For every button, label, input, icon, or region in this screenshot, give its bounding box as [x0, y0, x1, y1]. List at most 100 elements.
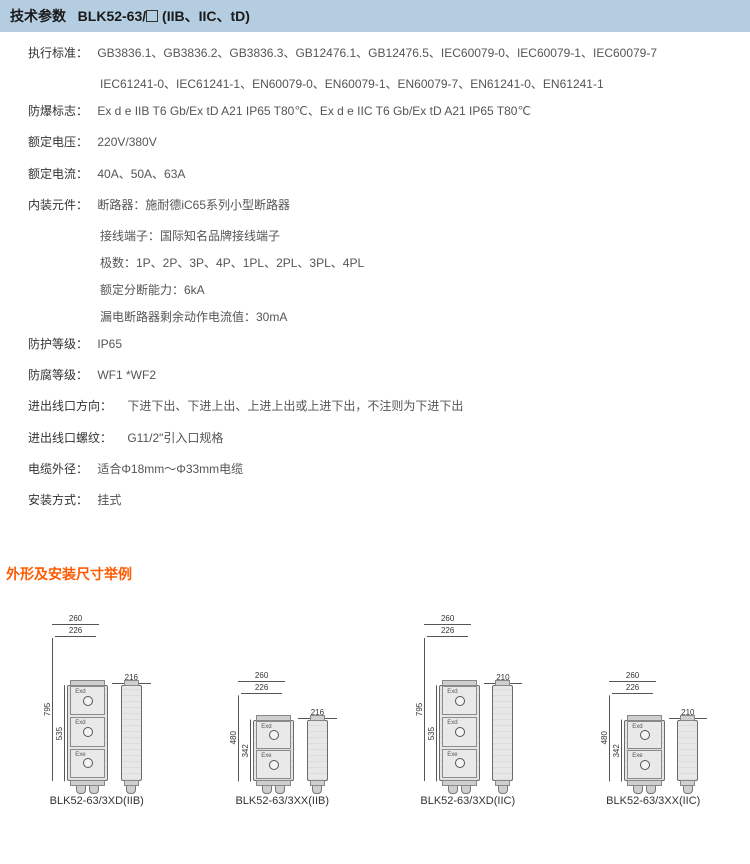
row-rated-voltage: 额定电压： 220V/380V: [28, 133, 750, 152]
cable-gland: [448, 782, 458, 794]
label-mounting: 安装方式：: [28, 491, 90, 510]
row-internal: 内装元件： 断路器：施耐德iC65系列小型断路器: [28, 196, 750, 215]
header-bar: 技术参数 BLK52-63/ (IIB、IIC、tD): [0, 0, 750, 32]
diagram-side: 216: [112, 673, 151, 781]
cable-gland: [312, 782, 322, 794]
enclosure-compartment: Exe: [627, 750, 662, 779]
row-io-thread: 进出线口螺纹： G11/2"引入口规格: [28, 429, 750, 448]
knob-icon: [269, 760, 279, 770]
enclosure-compartment: Exe: [442, 749, 477, 779]
compartment-label: Exe: [447, 752, 457, 758]
diagram-side: 210: [484, 673, 522, 781]
diagram-label: BLK52-63/3XX(IIC): [561, 795, 747, 807]
placeholder-box: [146, 10, 158, 22]
cable-gland: [498, 782, 508, 794]
value-ex-mark: Ex d e IIB T6 Gb/Ex tD A21 IP65 T80℃、Ex …: [97, 104, 531, 118]
dim-width-inner: 226: [241, 683, 282, 694]
diagram-front: 260226795535ExdExdExe: [415, 614, 480, 781]
section-title-dimensions: 外形及安装尺寸举例: [6, 564, 750, 584]
value-io-direction: 下进下出、下进上出、上进上出或上进下出，不注则为下进下出: [127, 399, 463, 413]
enclosure-body: Exd Exe: [624, 720, 665, 782]
enclosure-compartment: Exd: [442, 686, 477, 716]
value-protection: IP65: [97, 337, 122, 351]
diagram-side: 216: [298, 708, 337, 782]
cable-gland: [89, 782, 99, 794]
cable-gland: [126, 782, 136, 794]
knob-icon: [455, 696, 465, 706]
label-internal: 内装元件：: [28, 196, 90, 215]
enclosure-compartment: Exd: [442, 717, 477, 747]
diagram-block: 260226480342ExdExe216: [229, 671, 337, 781]
enclosure-side-body: [677, 720, 698, 782]
cable-gland: [275, 782, 285, 794]
value-io-thread: G11/2"引入口规格: [127, 431, 223, 445]
dim-height-outer: 480: [229, 695, 239, 781]
value-internal-breaker: 断路器：施耐德iC65系列小型断路器: [97, 198, 290, 212]
params-section: 执行标准： GB3836.1、GB3836.2、GB3836.3、GB12476…: [0, 32, 750, 534]
label-ex-mark: 防爆标志：: [28, 102, 90, 121]
dim-width-outer: 260: [609, 671, 656, 682]
compartment-label: Exe: [75, 752, 85, 758]
knob-icon: [455, 727, 465, 737]
cable-gland: [461, 782, 471, 794]
value-mounting: 挂式: [97, 493, 121, 507]
cable-gland: [633, 782, 643, 794]
diagram-label: BLK52-63/3XD(IIB): [4, 795, 190, 807]
diagram-block: 260226795535ExdExdExe216: [43, 614, 151, 781]
enclosure-body: Exd Exe: [253, 720, 294, 782]
label-standards: 执行标准：: [28, 44, 90, 63]
value-internal-terminal: 接线端子：国际知名品牌接线端子: [100, 227, 750, 244]
diagram-block: 260226480342ExdExe210: [600, 671, 706, 781]
label-rated-voltage: 额定电压：: [28, 133, 90, 152]
value-internal-breaking: 额定分断能力：6kA: [100, 281, 750, 298]
row-anticorrosion: 防腐等级： WF1 *WF2: [28, 366, 750, 385]
value-standards-2: IEC61241-0、IEC61241-1、EN60079-0、EN60079-…: [100, 75, 750, 92]
compartment-label: Exe: [261, 753, 271, 759]
label-protection: 防护等级：: [28, 335, 90, 354]
label-cable-od: 电缆外径：: [28, 460, 90, 479]
row-ex-mark: 防爆标志： Ex d e IIB T6 Gb/Ex tD A21 IP65 T8…: [28, 102, 750, 121]
enclosure-compartment: Exe: [256, 750, 291, 779]
dim-width-outer: 260: [238, 671, 285, 682]
enclosure-body: Exd Exd Exe: [67, 685, 108, 781]
diagram-front: 260226795535ExdExdExe: [43, 614, 108, 781]
row-io-direction: 进出线口方向： 下进下出、下进上出、上进上出或上进下出，不注则为下进下出: [28, 397, 750, 416]
enclosure-compartment: Exd: [627, 721, 662, 750]
label-anticorrosion: 防腐等级：: [28, 366, 90, 385]
value-standards-1: GB3836.1、GB3836.2、GB3836.3、GB12476.1、GB1…: [97, 46, 657, 60]
diagram-side: 210: [669, 708, 707, 782]
row-cable-od: 电缆外径： 适合Φ18mm～Φ33mm电缆: [28, 460, 750, 479]
knob-icon: [455, 758, 465, 768]
knob-icon: [640, 760, 650, 770]
label-rated-current: 额定电流：: [28, 165, 90, 184]
knob-icon: [640, 730, 650, 740]
compartment-label: Exd: [75, 689, 85, 695]
dim-width-outer: 260: [52, 614, 99, 625]
dim-width-outer: 260: [424, 614, 471, 625]
knob-icon: [83, 696, 93, 706]
diagram-label: BLK52-63/3XX(IIB): [190, 795, 376, 807]
enclosure-compartment: Exd: [256, 721, 291, 750]
diagram-label: BLK52-63/3XD(IIC): [375, 795, 561, 807]
value-anticorrosion: WF1 *WF2: [97, 368, 156, 382]
cable-gland: [76, 782, 86, 794]
compartment-label: Exd: [632, 724, 642, 730]
dim-width-inner: 226: [55, 626, 96, 637]
enclosure-compartment: Exd: [70, 717, 105, 747]
label-io-direction: 进出线口方向：: [28, 397, 120, 416]
enclosure-compartment: Exe: [70, 749, 105, 779]
dim-height-inner: 342: [612, 720, 622, 782]
dim-height-outer: 795: [43, 638, 53, 781]
enclosure-side-body: [492, 685, 513, 781]
row-standards: 执行标准： GB3836.1、GB3836.2、GB3836.3、GB12476…: [28, 44, 750, 63]
compartment-label: Exe: [632, 753, 642, 759]
value-rated-voltage: 220V/380V: [97, 135, 156, 149]
knob-icon: [269, 730, 279, 740]
cable-gland: [646, 782, 656, 794]
value-internal-poles: 极数：1P、2P、3P、4P、1PL、2PL、3PL、4PL: [100, 254, 750, 271]
diagram-block: 260226795535ExdExdExe210: [415, 614, 521, 781]
diagram-front: 260226480342ExdExe: [600, 671, 665, 781]
enclosure-side-body: [121, 685, 142, 781]
row-mounting: 安装方式： 挂式: [28, 491, 750, 510]
dim-width-inner: 226: [427, 626, 468, 637]
